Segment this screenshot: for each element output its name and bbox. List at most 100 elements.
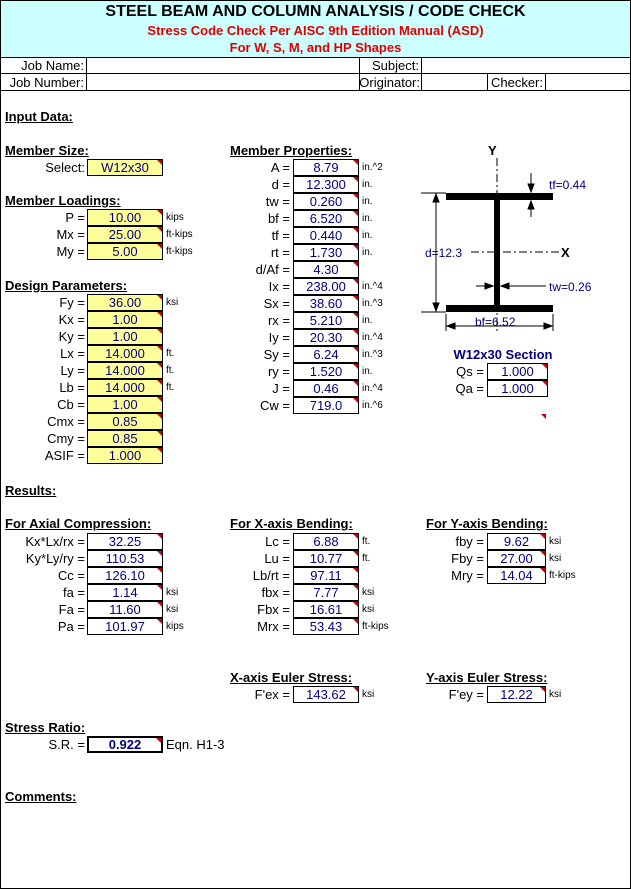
field-label: Iy = [268, 330, 290, 345]
section-title: W12x30 Section [453, 347, 553, 362]
unit-label: ksi [549, 689, 562, 700]
unit-label: in.^4 [362, 383, 383, 394]
field-label: My = [56, 244, 85, 259]
field-label: Mrx = [257, 619, 290, 634]
value-cell: W12x30 [87, 159, 163, 176]
field-label: d/Af = [255, 262, 290, 277]
value-cell: 719.0 [293, 397, 359, 414]
field-label: Ix = [268, 279, 290, 294]
unit-label: Eqn. H1-3 [166, 737, 225, 752]
section-heading: Member Loadings: [5, 193, 121, 208]
unit-label: ft. [166, 348, 175, 359]
unit-label: in.^3 [362, 298, 383, 309]
value-cell: 16.61 [293, 601, 359, 618]
field-label: Qa = [455, 381, 484, 396]
field-label: Lb = [59, 380, 85, 395]
unit-label: in. [362, 366, 373, 377]
value-cell: 1.00 [87, 311, 163, 328]
value-cell: 0.46 [293, 380, 359, 397]
unit-label: ft-kips [166, 246, 193, 257]
field-label: fa = [62, 585, 85, 600]
unit-label: in. [362, 179, 373, 190]
section-heading: Input Data: [5, 109, 73, 124]
field-label: Sx = [263, 296, 290, 311]
field-label: Cc = [57, 568, 85, 583]
unit-label: ft. [166, 382, 175, 393]
value-cell: 1.000 [487, 380, 548, 397]
field-label: Cw = [260, 398, 290, 413]
value-cell: 101.97 [87, 618, 163, 635]
field-label: Lb/rt = [252, 568, 290, 583]
unit-label: ft. [362, 536, 371, 547]
value-cell: 4.30 [293, 261, 359, 278]
unit-label: ksi [549, 553, 562, 564]
unit-label: in.^3 [362, 349, 383, 360]
section-heading: Stress Ratio: [5, 720, 86, 735]
d-label: d=12.3 [425, 246, 463, 260]
section-heading: X-axis Euler Stress: [230, 670, 353, 685]
value-cell: 36.00 [87, 294, 163, 311]
field-label: A = [270, 160, 290, 175]
section-heading: Comments: [5, 789, 77, 804]
field-label: Ky*Ly/ry = [25, 551, 85, 566]
field-label: Kx*Lx/rx = [25, 534, 85, 549]
value-cell: 110.53 [87, 550, 163, 567]
value-cell: 1.14 [87, 584, 163, 601]
subtitle: Stress Code Check Per AISC 9th Edition M… [147, 23, 484, 38]
unit-label: ksi [166, 587, 179, 598]
checker-label: Checker: [490, 75, 543, 90]
value-cell: 14.000 [87, 345, 163, 362]
field-label: Lu = [264, 551, 290, 566]
x-axis-label: X [561, 245, 570, 260]
value-cell: 1.000 [487, 363, 548, 380]
unit-label: in. [362, 196, 373, 207]
field-label: Mx = [56, 227, 85, 242]
value-cell: 27.00 [487, 550, 546, 567]
field-label: tf = [271, 228, 290, 243]
value-cell: 1.00 [87, 328, 163, 345]
value-cell: 14.000 [87, 379, 163, 396]
value-cell: 8.79 [293, 159, 359, 176]
value-cell: 1.000 [87, 447, 163, 464]
value-cell: 14.000 [87, 362, 163, 379]
value-cell: 1.00 [87, 396, 163, 413]
unit-label: ft. [362, 553, 371, 564]
tw-label: tw=0.26 [549, 280, 592, 294]
section-heading: For X-axis Bending: [230, 516, 353, 531]
value-cell: 6.88 [293, 533, 359, 550]
field-label: Qs = [456, 364, 484, 379]
field-label: ry = [267, 364, 290, 379]
y-axis-label: Y [488, 143, 497, 158]
unit-label: in.^2 [362, 162, 383, 173]
field-label: Pa = [57, 619, 85, 634]
value-cell: 12.300 [293, 176, 359, 193]
field-label: Ly = [60, 363, 85, 378]
field-label: fby = [455, 534, 484, 549]
unit-label: in.^4 [362, 332, 383, 343]
originator-label: Originator: [359, 75, 420, 90]
field-label: ASIF = [44, 448, 85, 463]
unit-label: ft-kips [549, 570, 576, 581]
value-cell: 143.62 [293, 686, 359, 703]
field-label: Fbx = [257, 602, 290, 617]
unit-label: ksi [166, 297, 179, 308]
field-label: S.R. = [48, 737, 86, 752]
section-heading: For Axial Compression: [5, 516, 152, 531]
section-heading: Y-axis Euler Stress: [426, 670, 548, 685]
field-label: F'ey = [448, 687, 484, 702]
field-label: Fy = [59, 295, 85, 310]
section-heading: For Y-axis Bending: [426, 516, 548, 531]
field-label: Fby = [451, 551, 484, 566]
section-heading: Results: [5, 483, 57, 498]
unit-label: ksi [362, 604, 375, 615]
field-label: Fa = [58, 602, 85, 617]
unit-label: in. [362, 230, 373, 241]
value-cell: 6.24 [293, 346, 359, 363]
value-cell: 6.520 [293, 210, 359, 227]
subject-label: Subject: [372, 58, 419, 73]
field-label: fbx = [261, 585, 290, 600]
field-label: d = [271, 177, 290, 192]
unit-label: ft-kips [362, 621, 389, 632]
header-band [1, 1, 630, 57]
